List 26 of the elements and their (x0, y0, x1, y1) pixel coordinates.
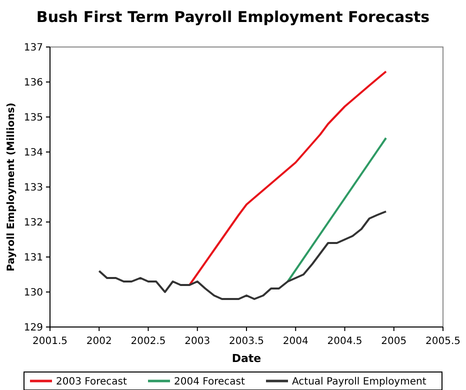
y-tick-label: 135 (24, 112, 43, 124)
legend-label: Actual Payroll Employment (292, 376, 426, 388)
line-series (98, 210, 388, 300)
y-tick-label: 129 (24, 322, 43, 334)
y-axis-title: Payroll Employment (Millions) (6, 102, 17, 272)
y-tick-label: 137 (24, 42, 43, 54)
x-tick-label: 2004 (282, 336, 308, 347)
y-tick-label: 132 (24, 218, 43, 228)
x-tick-label: 2002 (86, 336, 112, 347)
y-tick-label: 131 (24, 252, 43, 264)
x-axis-title: Date (232, 352, 262, 365)
x-tick-label: 2004.5 (327, 336, 362, 347)
y-tick-label: 136 (24, 78, 43, 88)
legend-label: 2004 Forecast (174, 376, 246, 388)
x-tick-label: 2003 (184, 336, 210, 347)
chart-title: Bush First Term Payroll Employment Forecasts (36, 8, 430, 26)
y-tick-label: 133 (24, 182, 43, 194)
y-tick-label: 130 (24, 288, 43, 298)
y-tick-label: 134 (24, 148, 43, 158)
x-tick-label: 2005 (381, 336, 407, 347)
legend-label: 2003 Forecast (56, 376, 128, 388)
x-tick-label: 2001.5 (32, 336, 68, 347)
x-tick-label: 2002.5 (130, 336, 166, 347)
x-tick-label: 2003.5 (229, 336, 264, 347)
x-tick-label: 2005.5 (426, 336, 460, 347)
line-series (188, 70, 388, 286)
